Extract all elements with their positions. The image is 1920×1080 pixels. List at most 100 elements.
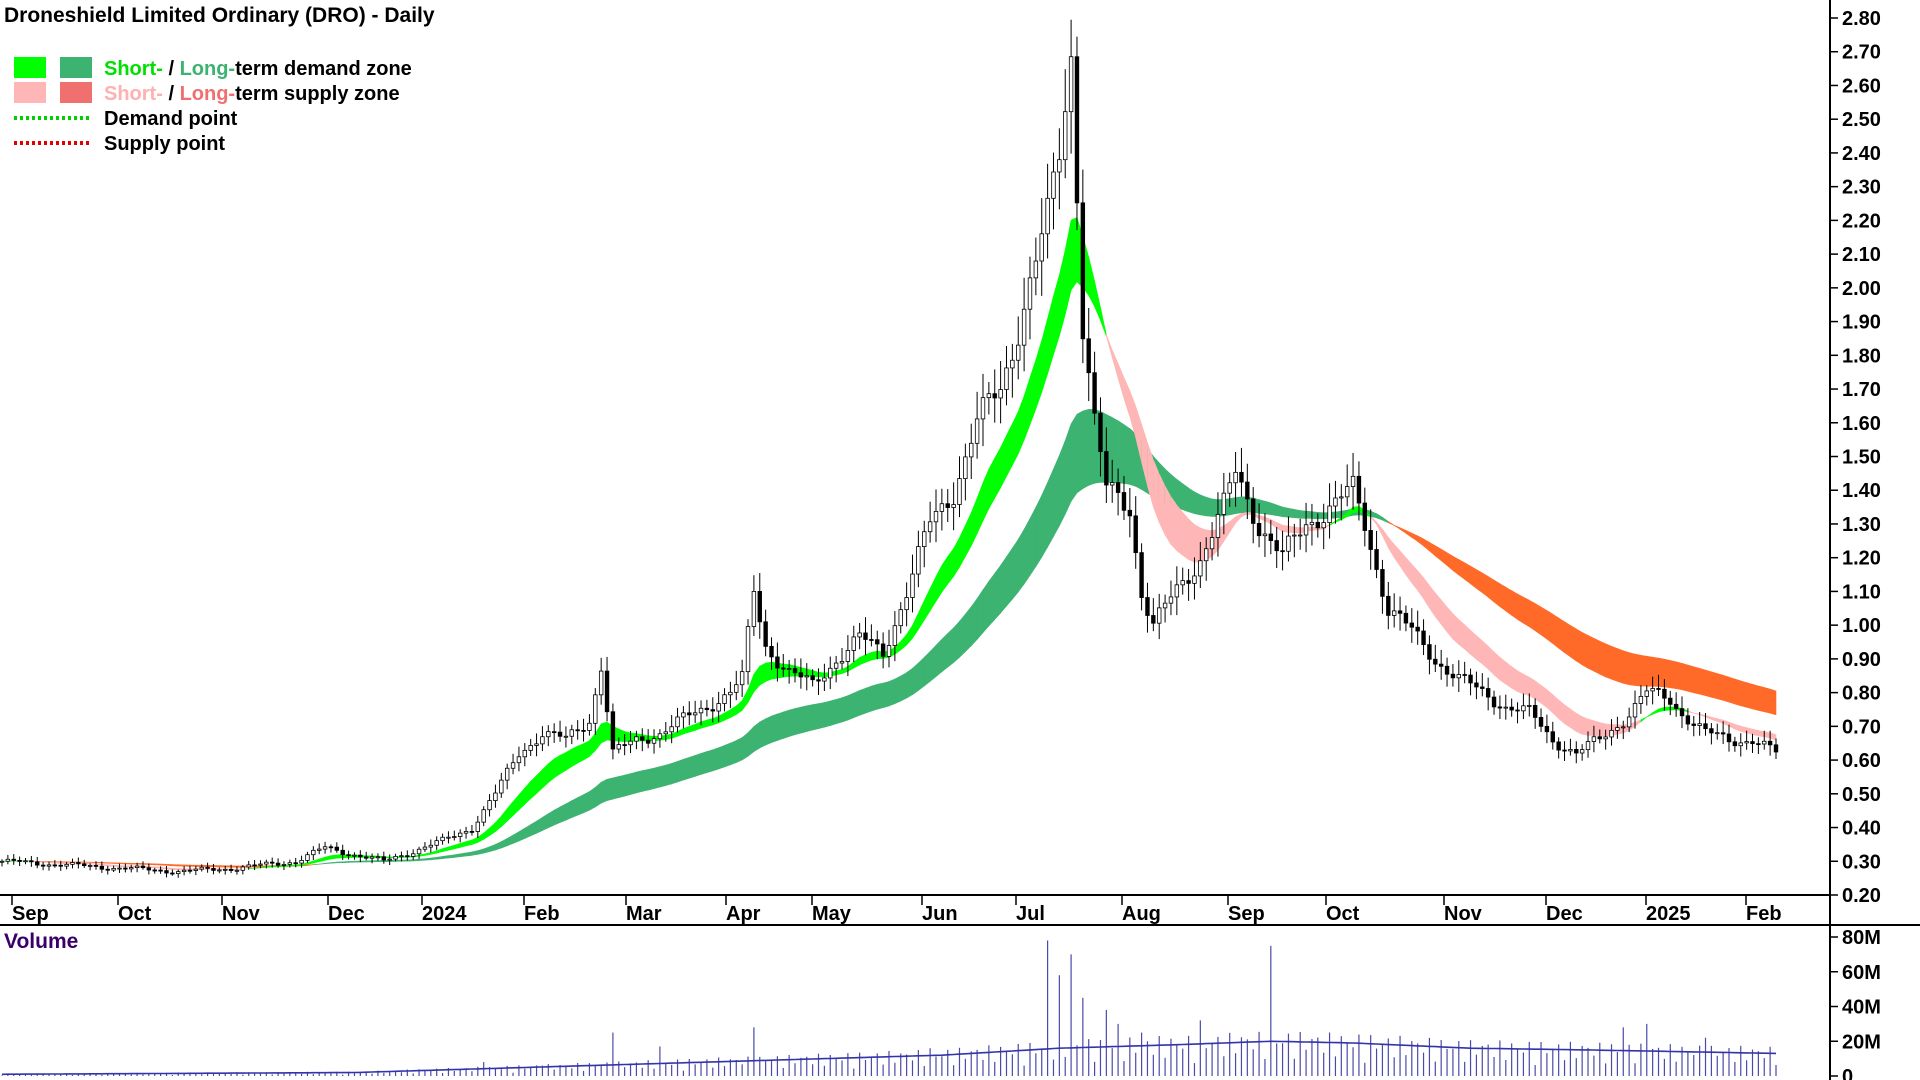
- long-term-zone-segment: [1617, 648, 1624, 684]
- short-term-zone-segment: [542, 763, 549, 789]
- candle-body: [469, 831, 475, 833]
- candle-body: [170, 872, 175, 875]
- candle-body: [375, 856, 381, 859]
- long-term-zone-segment: [307, 864, 314, 866]
- long-term-zone-segment: [1059, 440, 1066, 527]
- long-term-zone-segment: [1388, 520, 1395, 526]
- candle-body: [1033, 260, 1039, 279]
- candle-body: [828, 667, 833, 679]
- candle-body: [305, 854, 310, 861]
- short-term-zone-segment: [994, 446, 1001, 500]
- candle-body: [904, 597, 909, 611]
- candle-body: [1415, 626, 1420, 632]
- long-term-zone-segment: [1758, 685, 1765, 713]
- long-term-zone-segment: [1628, 652, 1636, 686]
- short-term-zone-segment: [248, 867, 255, 869]
- legend-label-part: Supply point: [104, 133, 225, 155]
- short-term-zone-segment: [865, 651, 872, 663]
- candle-body: [722, 694, 727, 704]
- long-term-zone-segment: [1499, 583, 1507, 612]
- legend-label-part: Long-: [180, 58, 236, 80]
- short-term-zone-segment: [60, 862, 67, 865]
- candle-body: [1532, 705, 1538, 718]
- candle-body: [1773, 744, 1779, 753]
- candle-body: [1162, 602, 1168, 609]
- short-term-zone-segment: [1534, 680, 1542, 704]
- candle-body: [146, 867, 152, 871]
- candle-body: [1339, 496, 1344, 499]
- long-term-zone-segment: [882, 681, 890, 709]
- short-term-zone-segment: [501, 807, 508, 828]
- candle-body: [52, 864, 58, 867]
- candle-body: [1121, 492, 1127, 511]
- date-tick-label: 2024: [422, 903, 467, 925]
- long-term-zone-segment: [201, 864, 208, 867]
- candle-body: [1568, 749, 1573, 752]
- price-tick-label: 1.70: [1842, 379, 1881, 401]
- short-term-zone-segment: [1711, 716, 1718, 722]
- long-term-zone-segment: [213, 865, 220, 868]
- candle-body: [1233, 471, 1238, 484]
- candle-body: [129, 867, 134, 870]
- short-term-zone-segment: [1570, 708, 1577, 733]
- long-term-zone-segment: [594, 781, 602, 808]
- short-term-zone-segment: [923, 588, 931, 622]
- long-term-zone-segment: [923, 650, 931, 687]
- date-tick-label: Nov: [222, 903, 261, 925]
- short-term-zone-segment: [1440, 599, 1448, 633]
- candle-body: [875, 639, 880, 645]
- short-term-zone-segment: [683, 725, 690, 735]
- candle-body: [258, 863, 263, 866]
- candle-body: [540, 736, 545, 745]
- short-term-zone-segment: [1258, 515, 1266, 522]
- short-term-zone-segment: [459, 841, 467, 848]
- long-term-zone-segment: [377, 860, 385, 862]
- candle-body: [980, 397, 986, 420]
- short-term-zone-segment: [665, 733, 672, 740]
- candle-body: [669, 726, 674, 733]
- price-tick-label: 1.00: [1842, 615, 1881, 637]
- candle-body: [1638, 695, 1644, 704]
- short-term-zone-segment: [271, 865, 279, 868]
- short-term-zone-segment: [1106, 334, 1113, 358]
- candle-body: [87, 864, 93, 867]
- candle-body: [839, 661, 845, 664]
- candle-body: [1127, 509, 1133, 517]
- candle-body: [728, 691, 733, 696]
- candle-body: [70, 862, 75, 865]
- long-term-zone-segment: [1188, 487, 1195, 514]
- candle-body: [1738, 742, 1743, 747]
- long-term-zone-segment: [794, 706, 802, 736]
- long-term-zone-segment: [1047, 468, 1054, 549]
- long-term-zone-segment: [765, 715, 772, 746]
- long-term-zone-segment: [230, 865, 238, 868]
- candle-body: [1397, 610, 1403, 614]
- short-term-zone-segment: [871, 650, 878, 661]
- long-term-zone-segment: [665, 763, 672, 786]
- long-term-zone-segment: [947, 627, 954, 668]
- long-term-zone-segment: [982, 580, 990, 634]
- candle-body: [123, 867, 128, 870]
- candle-body: [1521, 705, 1526, 712]
- long-term-zone-segment: [1640, 654, 1648, 687]
- short-term-zone-segment: [512, 793, 520, 817]
- volume-bars: [1, 940, 1777, 1076]
- long-term-zone-segment: [812, 703, 819, 731]
- price-tick-label: 1.50: [1842, 447, 1881, 469]
- short-term-zone-segment: [724, 709, 731, 721]
- candle-body: [1286, 535, 1291, 552]
- long-term-zone-segment: [1575, 628, 1583, 666]
- short-term-zone-segment: [454, 843, 461, 850]
- short-term-zone-segment: [1528, 676, 1536, 700]
- candle-body: [1227, 482, 1232, 494]
- long-term-zone-segment: [1587, 634, 1595, 672]
- short-term-zone-segment: [1294, 526, 1301, 534]
- long-term-zone-segment: [753, 721, 761, 753]
- candle-body: [1110, 482, 1115, 486]
- candle-body: [1115, 482, 1121, 493]
- candle-body: [176, 871, 181, 875]
- candle-body: [1662, 688, 1667, 699]
- long-term-zone-segment: [189, 864, 197, 867]
- long-term-zone-segment: [224, 865, 232, 868]
